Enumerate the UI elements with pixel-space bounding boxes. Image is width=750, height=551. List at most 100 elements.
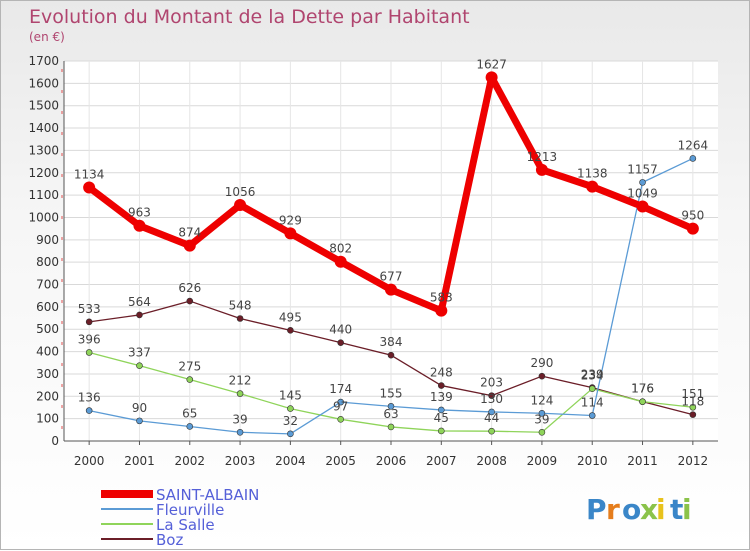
data-label: 384	[380, 335, 403, 349]
x-tick-label: 2000	[74, 454, 105, 468]
data-label: 583	[430, 291, 453, 305]
data-point	[85, 349, 93, 356]
data-label: 97	[333, 399, 348, 413]
data-label: 1157	[627, 162, 658, 176]
x-tick-label: 2004	[275, 454, 306, 468]
logo-letter: r	[606, 493, 620, 526]
legend-label: Fleurville	[156, 501, 224, 519]
chart-title: Evolution du Montant de la Dette par Hab…	[29, 6, 470, 28]
y-tick-label: 100	[36, 412, 59, 426]
data-label: 533	[78, 302, 101, 316]
data-point	[136, 311, 143, 319]
data-label: 174	[329, 382, 352, 396]
data-label: 39	[534, 412, 549, 426]
data-label: 929	[279, 213, 302, 227]
logo-letter: o	[622, 493, 641, 526]
y-tick-label: 1200	[28, 166, 59, 180]
data-point	[538, 372, 546, 380]
data-point	[689, 411, 697, 418]
data-label: 145	[279, 389, 302, 403]
data-point	[236, 428, 244, 436]
data-label: 1264	[678, 138, 709, 152]
data-label: 1056	[225, 185, 256, 199]
data-point	[387, 403, 395, 410]
logo-letter: i	[682, 493, 692, 526]
data-point	[85, 318, 93, 326]
data-point	[136, 417, 143, 425]
data-label: 176	[631, 382, 654, 396]
y-tick-label: 500	[36, 322, 59, 336]
series-lines	[83, 71, 699, 438]
data-label: 39	[232, 412, 247, 426]
data-point	[686, 222, 699, 235]
y-tick-label: 200	[36, 389, 59, 403]
data-point	[186, 297, 194, 305]
data-point	[586, 180, 599, 193]
data-label: 176	[631, 382, 654, 396]
data-point	[538, 428, 546, 436]
axes: 0 100 200 300 400 500 600 700 800 900 1000 1100 1200…	[28, 54, 718, 468]
data-point	[236, 390, 244, 397]
data-label: 63	[383, 407, 398, 421]
data-label: 802	[329, 242, 352, 256]
data-label: 212	[229, 374, 252, 388]
data-label: 234	[581, 369, 604, 383]
data-point	[234, 198, 247, 211]
data-label: 44	[484, 411, 499, 425]
x-tick-label: 2005	[325, 454, 356, 468]
data-label: 124	[530, 393, 553, 407]
data-point	[639, 179, 646, 186]
data-label: 65	[182, 406, 197, 420]
data-label: 564	[128, 295, 151, 309]
data-label: 1138	[577, 167, 608, 181]
data-point	[438, 427, 445, 435]
data-point	[485, 71, 498, 84]
chart-subtitle: (en €)	[29, 30, 65, 44]
y-tick-label: 600	[36, 300, 59, 314]
data-labels: 1134 963 874 1056 929 802 677 583 1627 1213 1138 10…	[74, 57, 708, 428]
data-point	[236, 315, 244, 322]
y-tick-label: 1100	[28, 188, 59, 202]
data-label: 118	[681, 395, 704, 409]
data-label: 963	[128, 206, 151, 220]
legend-label: La Salle	[156, 516, 215, 534]
x-tick-label: 2012	[678, 454, 709, 468]
grid	[64, 60, 718, 442]
data-point	[435, 304, 448, 317]
data-label: 1049	[627, 187, 658, 201]
data-label: 396	[78, 332, 101, 346]
data-point	[337, 398, 344, 406]
data-label: 155	[380, 386, 403, 400]
data-point	[689, 155, 697, 162]
logo-letter: x	[640, 493, 658, 526]
data-label: 495	[279, 310, 302, 324]
y-tick-label: 900	[36, 233, 59, 247]
x-tick-label: 2008	[476, 454, 507, 468]
data-label: 90	[132, 401, 147, 415]
data-label: 239	[581, 368, 604, 382]
data-point	[287, 430, 294, 438]
data-point	[186, 376, 194, 383]
data-point	[488, 392, 495, 399]
data-label: 275	[178, 360, 201, 374]
y-tick-label: 1400	[28, 121, 59, 135]
data-label: 139	[430, 390, 453, 404]
data-point	[337, 339, 344, 346]
data-point	[385, 283, 397, 296]
data-label: 151	[681, 387, 704, 401]
data-label: 1213	[527, 150, 558, 164]
data-point	[535, 163, 548, 176]
data-point	[334, 255, 347, 268]
data-label: 45	[434, 411, 449, 425]
logo-letter: P	[586, 493, 607, 526]
data-point	[488, 408, 495, 416]
y-tick-label: 800	[36, 255, 59, 269]
data-point	[588, 385, 596, 392]
logo-letter: i	[656, 493, 666, 526]
data-label: 136	[78, 391, 101, 405]
data-point	[136, 362, 143, 369]
logo-letter: t	[670, 493, 683, 526]
x-tick-label: 2003	[225, 454, 256, 468]
data-label: 1627	[476, 57, 507, 71]
